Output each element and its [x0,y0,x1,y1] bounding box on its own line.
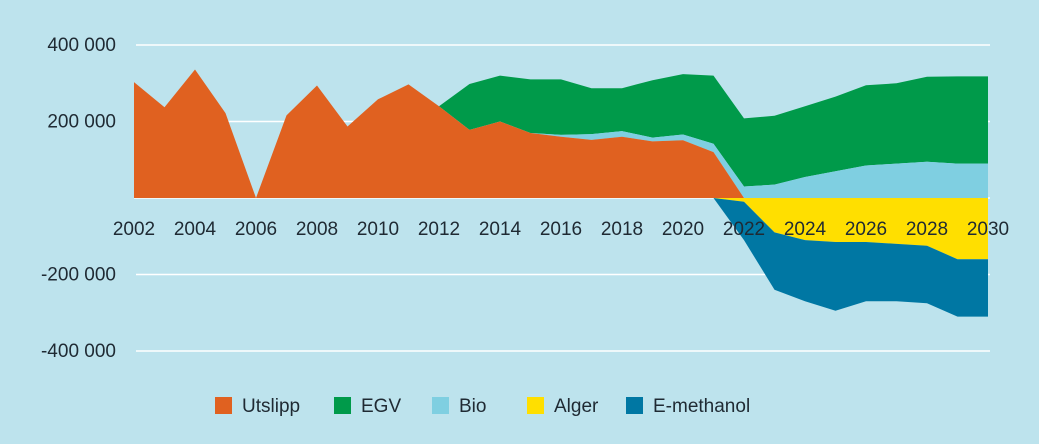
legend-item: EGV [334,396,401,417]
area-utslipp [134,69,988,198]
legend-label: Bio [459,396,486,417]
x-tick-label: 2030 [967,219,1009,240]
legend-swatch [527,397,544,414]
y-tick-label: -200 000 [41,265,116,286]
area-alger [134,198,988,260]
x-tick-label: 2018 [601,219,643,240]
legend-label: Utslipp [242,396,300,417]
legend-swatch [215,397,232,414]
legend-swatch [626,397,643,414]
area-bio [134,69,988,198]
y-tick-label: -400 000 [41,341,116,362]
chart-areas [134,69,988,317]
x-tick-label: 2002 [113,219,155,240]
legend-item: E-methanol [626,396,750,417]
x-tick-label: 2008 [296,219,338,240]
x-tick-label: 2014 [479,219,522,240]
y-tick-label: 400 000 [47,35,116,56]
legend-label: Alger [554,396,599,417]
legend-swatch [432,397,449,414]
legend-label: E-methanol [653,396,750,417]
legend-item: Utslipp [215,396,300,417]
y-tick-label: 200 000 [47,112,116,133]
legend: Utslipp EGV Bio Alger E-methanol [215,396,750,417]
x-tick-label: 2004 [174,219,217,240]
x-tick-label: 2010 [357,219,399,240]
x-tick-label: 2006 [235,219,277,240]
x-tick-label: 2022 [723,219,765,240]
area-e-methanol [134,198,988,317]
legend-item: Bio [432,396,486,417]
x-tick-label: 2028 [906,219,948,240]
x-tick-label: 2020 [662,219,704,240]
x-tick-label: 2012 [418,219,460,240]
x-tick-label: 2016 [540,219,582,240]
legend-label: EGV [361,396,401,417]
x-tick-label: 2026 [845,219,887,240]
legend-item: Alger [527,396,599,417]
y-axis-ticks: 400 000 200 000 -200 000 -400 000 [41,35,116,362]
legend-swatch [334,397,351,414]
x-tick-label: 2024 [784,219,827,240]
x-axis-ticks: 2002 2004 2006 2008 2010 2012 2014 2016 2018 2020… [113,219,1009,240]
area-egv [134,69,988,198]
